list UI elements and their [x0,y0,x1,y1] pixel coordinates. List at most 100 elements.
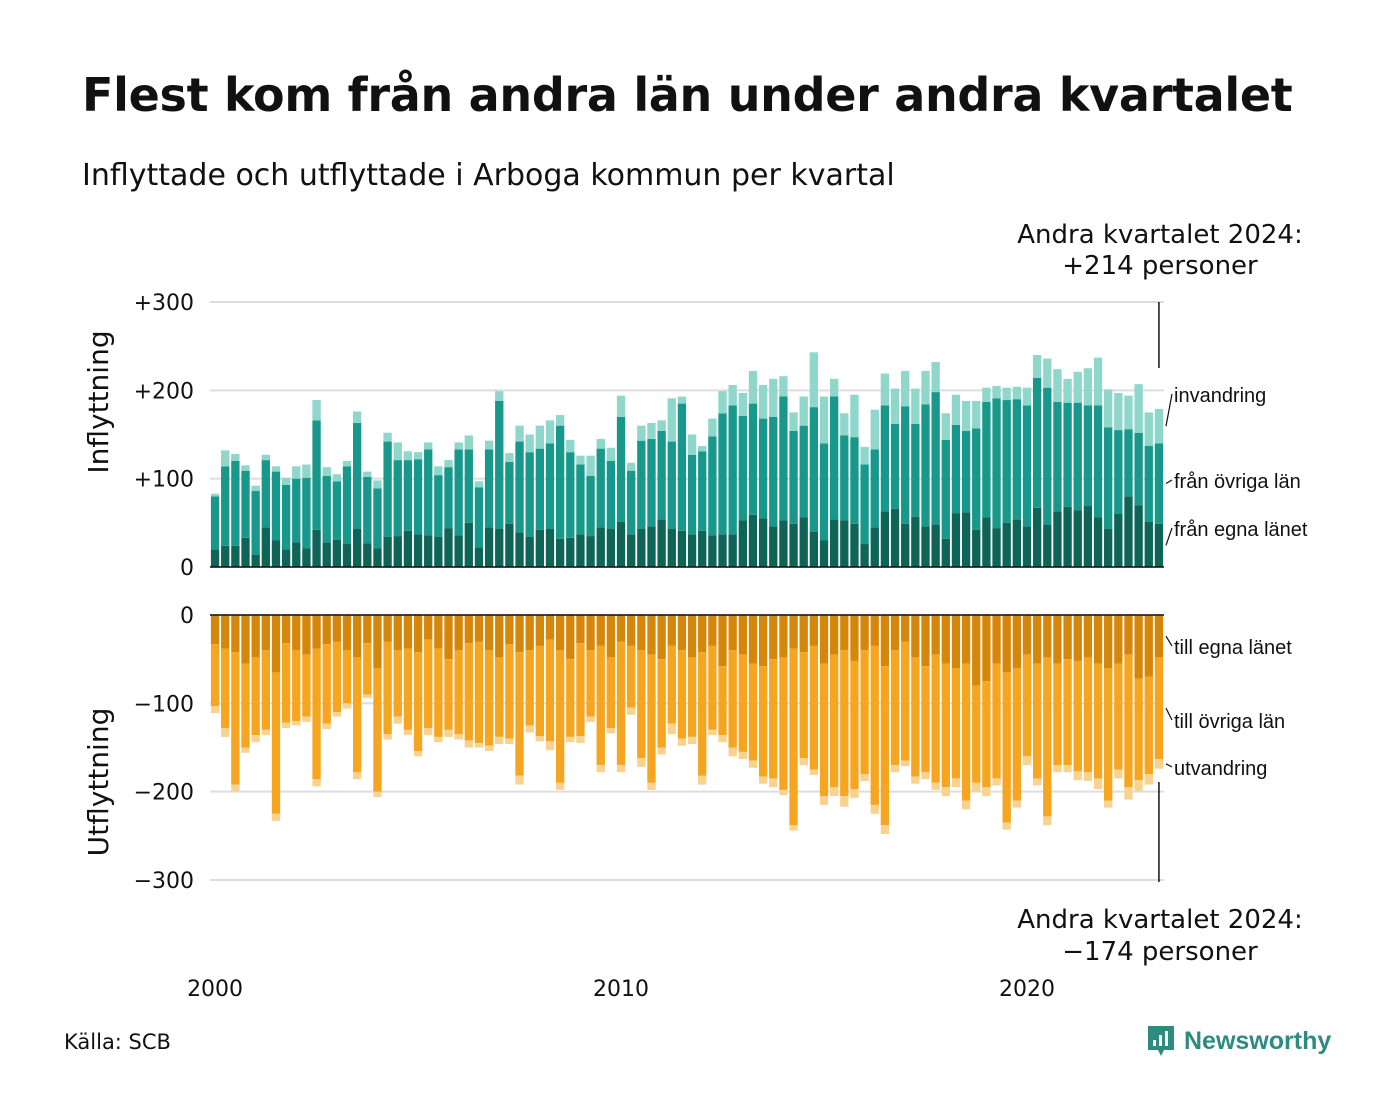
bar-out-0 [464,615,473,644]
bar-out-0 [434,615,443,649]
bar-out-2 [373,791,382,797]
bar-out-0 [352,615,362,658]
bar-out-2 [748,760,758,768]
bar-out-0 [809,615,819,646]
bar-in-1 [829,396,839,520]
bar-in-2 [840,413,849,436]
bar-in-2 [515,425,524,442]
bar-in-2 [657,420,666,431]
bar-in-1 [667,441,676,530]
bar-out-1 [312,648,321,780]
y-tick-label: +100 [134,468,194,493]
bar-in-1 [576,464,585,535]
bars [210,352,1164,835]
bar-out-2 [271,813,281,821]
bar-out-2 [627,707,636,715]
bar-out-2 [484,745,494,752]
bar-out-1 [708,645,717,730]
bar-in-2 [505,453,514,462]
bar-out-0 [870,615,879,646]
bar-out-1 [961,663,971,801]
bar-out-2 [698,775,707,785]
bar-in-0 [961,512,971,567]
bar-in-0 [769,526,778,567]
bar-out-0 [779,615,788,658]
bar-out-2 [210,705,220,714]
bar-in-2 [718,391,727,414]
bar-out-1 [972,685,981,783]
bar-in-1 [1053,401,1062,512]
bar-in-1 [992,398,1001,529]
bar-out-2 [444,729,453,737]
bar-in-2 [1134,384,1143,433]
bar-out-0 [941,615,950,664]
bar-in-1 [1002,400,1011,523]
bar-in-1 [403,460,413,531]
bar-in-0 [373,548,382,567]
bar-in-2 [1043,358,1052,388]
bar-in-1 [738,415,747,521]
bar-out-2 [231,784,240,792]
bar-in-1 [566,452,575,538]
bar-in-1 [434,475,443,537]
bar-out-0 [1002,615,1011,673]
bar-in-2 [1063,378,1072,403]
brand-logo[interactable]: Newsworthy [1146,1024,1331,1058]
bar-in-2 [890,388,900,424]
bar-out-1 [769,659,778,779]
bar-out-1 [434,648,443,737]
bar-out-0 [728,615,737,651]
bar-out-1 [383,641,392,735]
bar-out-1 [992,663,1001,779]
bar-out-1 [1002,672,1011,823]
bar-out-2 [1083,772,1093,782]
bar-in-1 [363,476,372,544]
bar-out-2 [352,772,362,780]
bar-in-2 [545,420,555,444]
bar-in-1 [961,430,971,513]
bar-out-2 [850,789,859,798]
bar-in-1 [951,424,961,514]
bar-out-0 [413,615,423,653]
bar-in-2 [829,378,839,397]
bar-out-2 [566,736,575,743]
bar-in-2 [576,455,585,465]
bar-in-2 [393,442,402,461]
bar-out-0 [738,615,747,655]
bar-out-1 [251,657,260,736]
bar-out-0 [931,615,940,655]
bar-out-1 [779,657,788,790]
bar-in-0 [221,545,230,567]
bar-out-0 [961,615,971,664]
bar-in-0 [779,520,788,567]
bar-in-2 [1093,357,1103,406]
bar-out-1 [667,645,676,724]
bar-in-2 [332,474,342,482]
bar-out-1 [799,652,808,759]
bar-out-2 [403,729,413,736]
bar-in-2 [484,440,494,450]
bar-out-1 [424,639,433,729]
bar-out-2 [657,747,666,755]
bar-out-1 [911,657,920,777]
bar-in-0 [383,536,392,567]
bar-in-1 [616,416,626,522]
bar-out-2 [312,779,321,787]
bar-out-0 [515,615,524,653]
bar-in-0 [210,549,220,567]
bar-in-2 [616,395,626,417]
bar-out-1 [444,659,453,730]
bar-out-2 [1134,780,1143,791]
bar-in-2 [210,493,220,497]
bar-out-0 [1032,615,1042,664]
bar-out-2 [901,760,910,767]
bar-out-2 [616,765,626,773]
bar-in-1 [413,459,423,535]
bar-in-1 [860,464,869,545]
bar-out-1 [1083,657,1093,773]
bar-in-2 [464,435,473,450]
bar-in-1 [545,443,555,530]
bar-in-1 [840,435,849,521]
bar-in-1 [424,449,433,536]
label-leader [1165,393,1173,427]
